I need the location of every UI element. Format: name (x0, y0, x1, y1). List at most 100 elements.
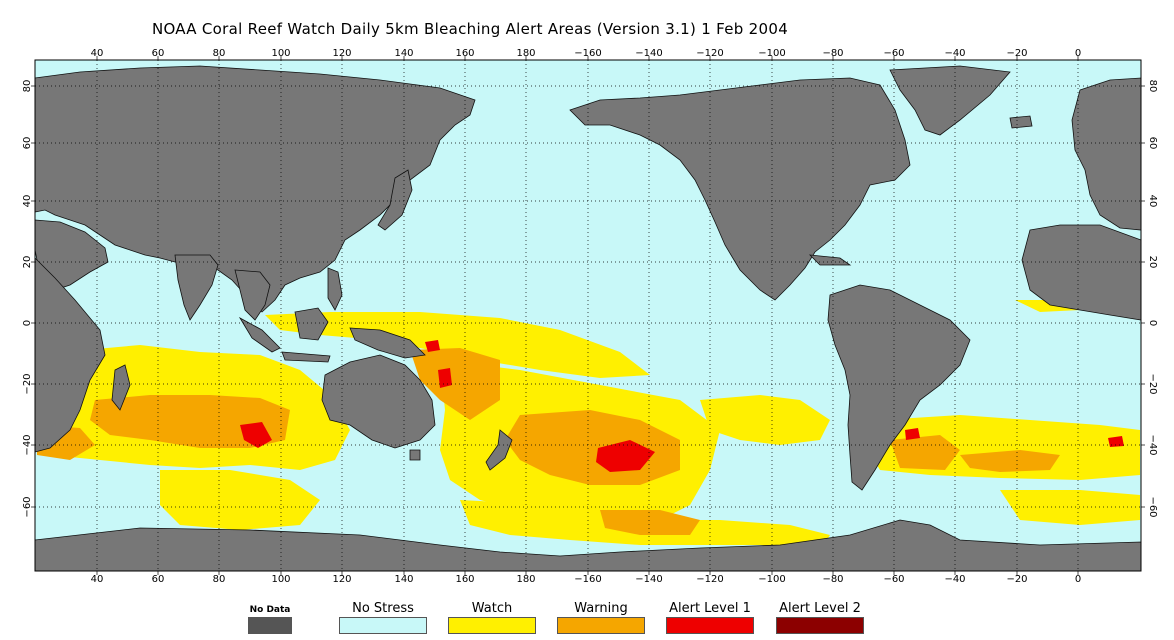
bottom-longitude-label: −140 (635, 574, 662, 585)
left-latitude-label: −20 (22, 373, 33, 394)
land-greenland (889, 65, 1011, 136)
legend-item-warning: Warning (557, 600, 645, 634)
bottom-longitude-label: 120 (332, 574, 351, 585)
legend-swatch (448, 617, 536, 634)
legend-item-nodata: No Data (248, 600, 292, 634)
land-indochina (234, 269, 271, 321)
legend-swatch (776, 617, 864, 634)
legend-swatch (248, 617, 292, 634)
legend-label: No Data (249, 605, 291, 615)
land-iceland (1009, 115, 1033, 129)
legend-swatch (666, 617, 754, 634)
watch-area-east-pacific (700, 395, 830, 445)
bleaching-alert-map: 40 40 60 60 80 80 100 100 120 120 140 140 160 160 180 1… (22, 48, 1158, 585)
axis-ticks: 40 40 60 60 80 80 100 100 120 120 140 140 160 160 180 1… (22, 48, 1158, 585)
warning-area-indian-ocean (90, 395, 290, 448)
bottom-longitude-label: −60 (883, 574, 904, 585)
bottom-longitude-label: −40 (944, 574, 965, 585)
right-latitude-label: 60 (1147, 137, 1158, 150)
legend-label: No Stress (352, 601, 414, 616)
land-west-africa (1021, 224, 1142, 321)
top-longitude-label: 40 (91, 48, 104, 59)
land-africa (34, 257, 106, 453)
top-longitude-label: −80 (822, 48, 843, 59)
right-latitude-label: −40 (1147, 434, 1158, 455)
land-tasmania (409, 449, 421, 461)
top-longitude-label: 140 (394, 48, 413, 59)
warning-area-atlantic (960, 450, 1060, 472)
top-longitude-label: 100 (271, 48, 290, 59)
alert1-area-south-pacific (596, 440, 655, 472)
legend-item-watch: Watch (448, 600, 536, 634)
top-longitude-label: −160 (574, 48, 601, 59)
right-latitude-label: 40 (1147, 195, 1158, 208)
right-latitude-label: 20 (1147, 256, 1158, 269)
top-longitude-label: −40 (944, 48, 965, 59)
legend-swatch (339, 617, 427, 634)
bottom-longitude-label: 160 (455, 574, 474, 585)
land-europe-west (1071, 77, 1142, 231)
land-madagascar (111, 364, 131, 411)
left-latitude-label: −40 (22, 434, 33, 455)
warning-area-southern-ocean (600, 510, 700, 535)
bottom-longitude-label: −20 (1006, 574, 1027, 585)
land-india (174, 254, 219, 321)
bottom-longitude-label: 80 (213, 574, 226, 585)
legend-item-alert1: Alert Level 1 (666, 600, 754, 634)
left-latitude-label: 20 (22, 256, 33, 269)
bottom-longitude-label: 40 (91, 574, 104, 585)
top-longitude-label: −100 (758, 48, 785, 59)
alert1-area-png (425, 340, 440, 352)
bottom-longitude-label: 140 (394, 574, 413, 585)
bottom-longitude-label: −160 (574, 574, 601, 585)
alert1-area-indian-ocean (240, 422, 272, 448)
land-japan (377, 169, 413, 231)
bottom-longitude-label: 180 (516, 574, 535, 585)
top-longitude-label: −140 (635, 48, 662, 59)
left-latitude-label: −60 (22, 496, 33, 517)
watch-area-south-indian (160, 470, 320, 530)
legend-item-alert2: Alert Level 2 (776, 600, 864, 634)
bottom-longitude-label: −120 (696, 574, 723, 585)
bottom-longitude-label: 0 (1075, 574, 1081, 585)
legend-label: Alert Level 2 (779, 601, 861, 616)
land-eurasia (34, 65, 476, 313)
legend-swatch (557, 617, 645, 634)
right-latitude-label: 0 (1147, 320, 1158, 326)
map-title: NOAA Coral Reef Watch Daily 5km Bleachin… (151, 20, 789, 38)
legend-label: Alert Level 1 (669, 601, 751, 616)
land-new-guinea (349, 327, 426, 359)
alert1-area-south-africa (1108, 436, 1124, 447)
top-longitude-label: 0 (1075, 48, 1081, 59)
graticule (35, 60, 1141, 571)
land-sumatra (238, 316, 281, 353)
left-latitude-label: 60 (22, 137, 33, 150)
left-latitude-label: 80 (22, 80, 33, 93)
warning-area-south-atlantic (890, 435, 960, 470)
bottom-longitude-label: 60 (152, 574, 165, 585)
alert1-area-coral-sea (438, 368, 452, 388)
left-latitude-label: 0 (22, 320, 33, 326)
land-cuba (808, 254, 852, 266)
legend-label: Warning (574, 601, 628, 616)
land-north-america (569, 77, 911, 301)
left-latitude-label: 40 (22, 195, 33, 208)
legend-item-nostress: No Stress (339, 600, 427, 634)
land-south-america (827, 284, 971, 491)
top-longitude-label: 180 (516, 48, 535, 59)
watch-area-south-atlantic-2 (1000, 490, 1140, 525)
top-longitude-label: 60 (152, 48, 165, 59)
top-longitude-label: 120 (332, 48, 351, 59)
land-borneo (294, 307, 329, 341)
bottom-longitude-label: 100 (271, 574, 290, 585)
bottom-longitude-label: −100 (758, 574, 785, 585)
land-philippines (327, 267, 343, 311)
land-new-zealand (485, 429, 513, 471)
legend-label: Watch (471, 601, 513, 616)
bottom-longitude-label: −80 (822, 574, 843, 585)
land-java (281, 351, 331, 363)
top-longitude-label: −60 (883, 48, 904, 59)
right-latitude-label: −20 (1147, 373, 1158, 394)
top-longitude-label: 160 (455, 48, 474, 59)
top-longitude-label: 80 (213, 48, 226, 59)
